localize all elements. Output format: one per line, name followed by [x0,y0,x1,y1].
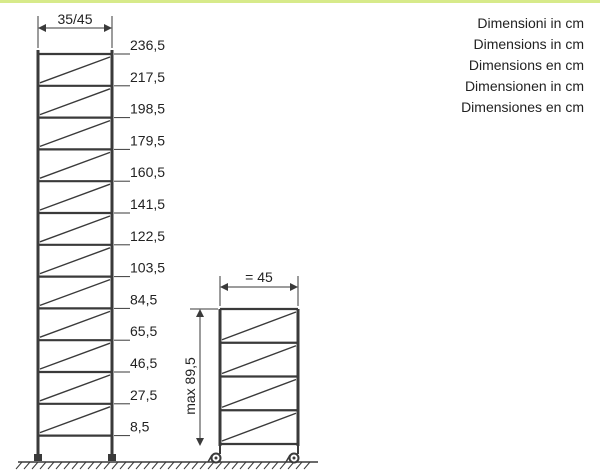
height-label: 217,5 [130,69,165,85]
short-wheels [207,446,300,464]
height-label: 65,5 [130,323,157,339]
height-label: 8,5 [130,419,150,435]
caption-english: Dimensions in cm [473,36,584,52]
tall-brace [39,406,111,434]
height-label: 198,5 [130,101,165,117]
tall-brace [39,247,111,275]
tall-brace [39,56,111,84]
short-brace [221,345,297,375]
tall-brace [39,215,111,243]
tall-brace [39,310,111,338]
tall-brace [39,342,111,370]
tall-feet [34,454,116,461]
short-brace [221,311,297,341]
left-caster-wheel [207,446,222,464]
height-label: 27,5 [130,387,157,403]
dimension-unit-captions: Dimensioni in cm Dimensions in cm Dimens… [461,13,584,118]
height-label: 141,5 [130,196,165,212]
short-brace [221,378,297,408]
height-label: 46,5 [130,355,157,371]
right-caster-wheel [285,446,300,464]
height-label: 103,5 [130,260,165,276]
caption-spanish: Dimensiones en cm [461,99,584,115]
short-ladder [218,307,300,446]
tall-brace [39,183,111,211]
caption-german: Dimensionen in cm [464,78,584,94]
tall-brace [39,119,111,148]
tall-brace [39,374,111,402]
tall-width-dimension: 35/45 [37,11,113,48]
caption-italian: Dimensioni in cm [477,15,584,31]
tall-ladder [34,50,116,461]
height-label: 160,5 [130,164,165,180]
short-height-dimension: max 89,5 [182,308,218,446]
height-label: 236,5 [130,37,165,53]
height-label: 84,5 [130,291,157,307]
short-width-dimension: = 45 [219,269,299,306]
short-max-height-label: max 89,5 [182,357,198,415]
short-brace [221,412,297,442]
height-label: 179,5 [130,132,165,148]
ground [15,461,318,470]
top-accent-rule [0,0,600,3]
caption-french: Dimensions en cm [468,57,584,73]
tall-brace [39,278,111,307]
tall-width-label: 35/45 [57,11,92,27]
tall-brace [39,88,111,116]
tall-brace [39,151,111,179]
short-width-label: = 45 [245,269,273,285]
height-label: 122,5 [130,228,165,244]
tall-height-labels: 236,5 217,5 198,5 179,5 160,5 141,5 122,5 103,5… [114,37,165,437]
